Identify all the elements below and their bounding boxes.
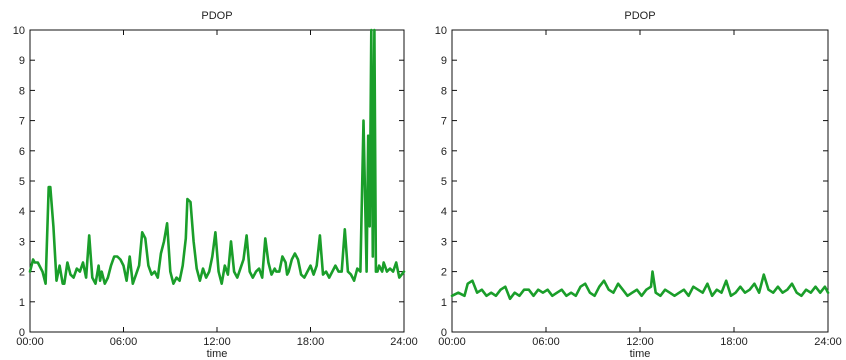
chart1-y-tick-label: 1 [19, 297, 25, 309]
chart2-x-tick-label: 12:00 [626, 336, 654, 348]
chart1-x-tick-label: 24:00 [390, 336, 418, 348]
chart1-y-tick-label: 0 [19, 327, 25, 339]
chart2-pdop-series-line [450, 270, 830, 301]
chart2-y-tick-label: 2 [441, 267, 447, 279]
chart1-x-tick-label: 12:00 [203, 336, 231, 348]
chart1-y-tick-label: 5 [19, 176, 25, 188]
chart1-y-tick-label: 6 [19, 146, 25, 158]
chart2-y-tick-label: 5 [441, 176, 447, 188]
chart2-y-tick-label: 3 [441, 236, 447, 248]
chart1-x-axis-label: time [207, 348, 228, 360]
chart1-title: PDOP [201, 10, 232, 22]
chart2-y-tick-label: 6 [441, 146, 447, 158]
chart2-x-tick-label: 24:00 [814, 336, 842, 348]
chart2-y-tick-label: 1 [441, 297, 447, 309]
chart2-x-axis-label: time [630, 348, 651, 360]
chart2-x-tick-label: 00:00 [438, 336, 466, 348]
chart2-y-tick-label: 10 [435, 25, 447, 37]
chart1-y-tick-label: 10 [13, 25, 25, 37]
chart1-x-tick-label: 18:00 [297, 336, 325, 348]
chart1-y-tick-label: 7 [19, 116, 25, 128]
chart2-y-tick-label: 4 [441, 206, 447, 218]
chart2-title: PDOP [624, 10, 655, 22]
chart2-y-tick-label: 8 [441, 85, 447, 97]
chart1-pdop-series-line [28, 28, 406, 286]
chart2-y-tick-label: 0 [441, 327, 447, 339]
chart1-y-tick-label: 3 [19, 236, 25, 248]
chart1-y-tick-label: 4 [19, 206, 25, 218]
chart2-panel: PDOP 0 1 2 3 4 5 6 7 8 9 10 00:00 06:00 12:00 18:00 24:0… [435, 10, 842, 360]
chart2-x-tick-label: 06:00 [532, 336, 560, 348]
chart2-plot-frame [451, 29, 829, 333]
chart2-y-tick-label: 9 [441, 55, 447, 67]
chart1-panel: PDOP 0 1 2 3 4 5 6 7 8 9 10 00:00 06:00 12:00 18:00 24:0… [13, 10, 418, 360]
chart1-y-tick-label: 8 [19, 85, 25, 97]
chart1-x-tick-label: 06:00 [110, 336, 138, 348]
chart1-x-tick-label: 00:00 [16, 336, 44, 348]
chart2-y-tick-label: 7 [441, 116, 447, 128]
chart2-x-tick-label: 18:00 [720, 336, 748, 348]
chart1-y-tick-label: 2 [19, 267, 25, 279]
chart1-y-tick-label: 9 [19, 55, 25, 67]
chart1-plot-frame [29, 29, 405, 333]
